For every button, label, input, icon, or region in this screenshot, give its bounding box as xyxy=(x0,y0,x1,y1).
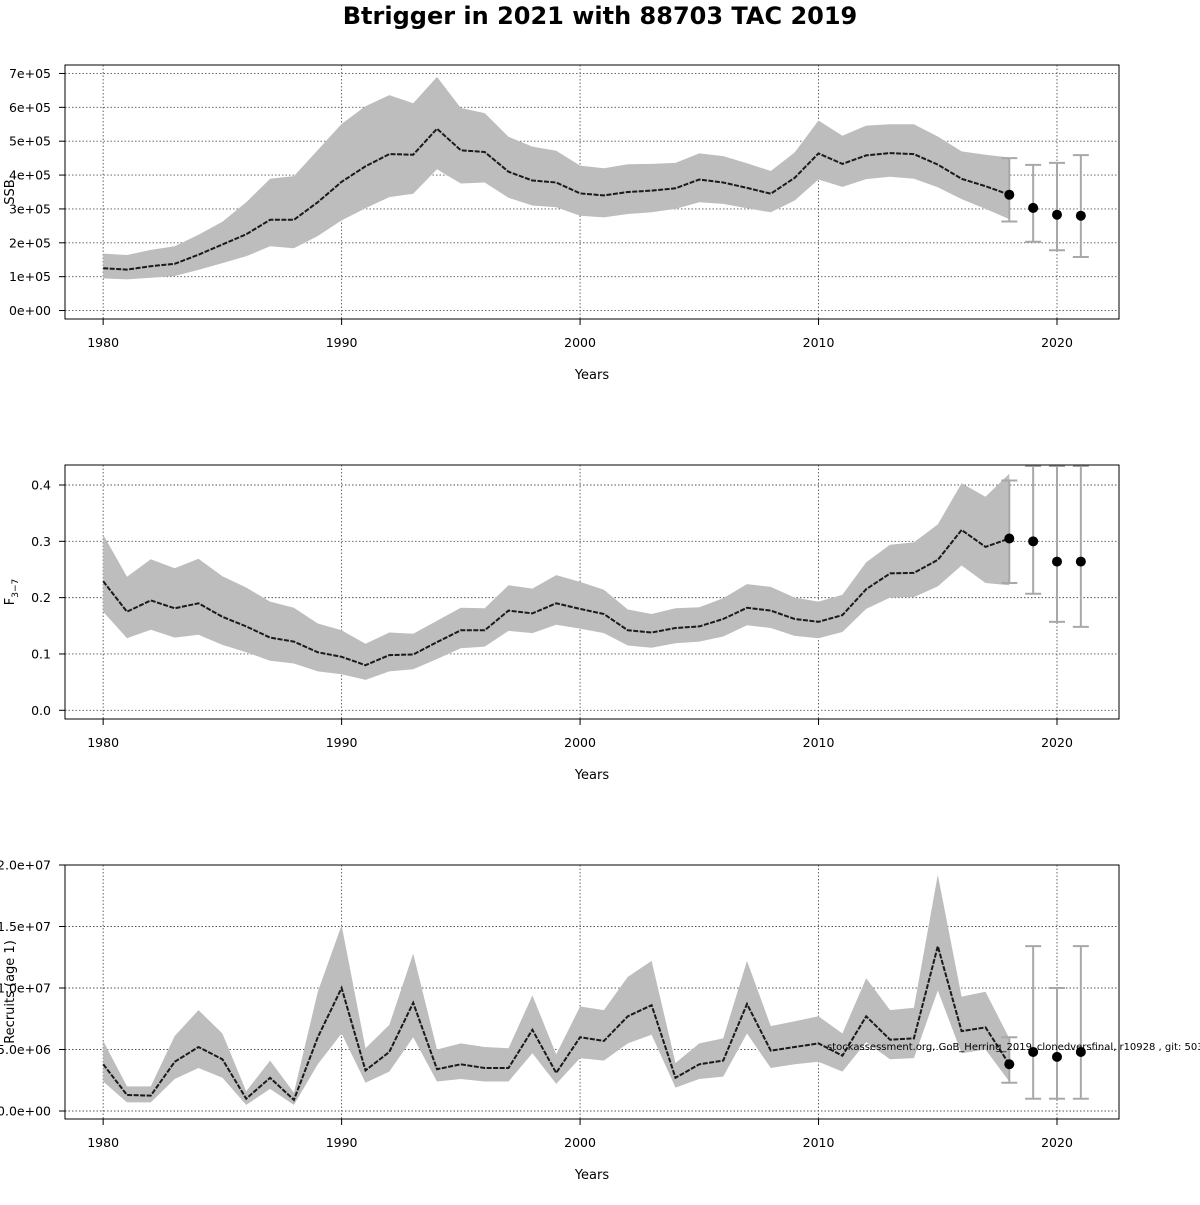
x-tick-label: 2000 xyxy=(564,335,596,350)
x-tick-label: 2020 xyxy=(1041,335,1073,350)
x-tick-label: 1990 xyxy=(326,1135,358,1150)
y-axis-label-text: Recruits (age 1) xyxy=(3,940,18,1044)
projection-point xyxy=(1004,1059,1015,1070)
y-tick-label: 1.5e+07 xyxy=(0,919,51,934)
y-axis-label-text: SSB xyxy=(3,179,18,204)
projection-errorbar xyxy=(1025,465,1042,595)
plot-frame xyxy=(64,864,1120,1120)
footnote: stockassessment.org, GoB_Herring_2019_cl… xyxy=(827,1042,1200,1053)
projection-point xyxy=(1075,210,1086,221)
plot-frame xyxy=(64,64,1120,320)
projection-errorbar xyxy=(1049,161,1065,252)
estimate-line xyxy=(102,942,1011,1102)
y-tick-label: 6e+05 xyxy=(9,100,51,115)
panel-ssb: 1980 1990 2000 2010 2020 0e+00 1e+05 2e+05 3e+05… xyxy=(3,64,1120,383)
x-axis-label: Years xyxy=(574,768,610,783)
x-tick-label: 2000 xyxy=(564,735,596,750)
x-tick-label: 2010 xyxy=(803,1135,835,1150)
confidence-band xyxy=(103,473,1010,680)
y-tick-label: 7e+05 xyxy=(9,66,51,81)
estimate-line xyxy=(102,528,1010,667)
projection-errorbar xyxy=(1072,945,1089,1100)
projection-errorbar xyxy=(1072,154,1089,259)
projection-point xyxy=(1052,209,1062,220)
y-tick-label: 5e+05 xyxy=(9,134,51,149)
confidence-band xyxy=(103,874,1010,1105)
y-tick-label: 0.0e+00 xyxy=(0,1104,51,1119)
y-axis-label-subscript: 3−7 xyxy=(11,579,21,598)
projection-point xyxy=(1052,1051,1062,1062)
y-tick-label: 0.1 xyxy=(31,646,51,661)
projection-point xyxy=(1004,189,1015,200)
y-tick-label: 4e+05 xyxy=(9,168,51,183)
projection-point xyxy=(1028,202,1039,213)
x-tick-label: 2000 xyxy=(564,1135,596,1150)
projection-point xyxy=(1075,1046,1086,1057)
x-tick-label: 1980 xyxy=(87,335,119,350)
y-tick-label: 0.3 xyxy=(31,534,51,549)
y-tick-label: 1.0e+07 xyxy=(0,981,51,996)
chart-title: Btrigger in 2021 with 88703 TAC 2019 xyxy=(343,2,858,30)
projection-point xyxy=(1075,556,1086,567)
y-tick-label: 3e+05 xyxy=(9,201,51,216)
panel-recruitment: 1980 1990 2000 2010 2020 0.0e+00 5.0e+06 1.0e+0… xyxy=(0,858,1120,1183)
y-tick-label: 2e+05 xyxy=(9,235,51,250)
panel-fbar: 1980 1990 2000 2010 2020 0.0 0.1 0.2 0.3 0.4 Years… xyxy=(3,464,1120,783)
x-tick-label: 1990 xyxy=(326,735,358,750)
projection-point xyxy=(1028,536,1039,547)
x-axis-label: Years xyxy=(574,368,610,383)
projection-point xyxy=(1028,1046,1039,1057)
x-tick-label: 2010 xyxy=(803,335,835,350)
x-tick-label: 1990 xyxy=(326,335,358,350)
y-axis-label: F3−7 xyxy=(3,579,21,605)
plot-frame xyxy=(64,464,1120,720)
x-tick-label: 2020 xyxy=(1041,1135,1073,1150)
x-tick-label: 1980 xyxy=(87,735,119,750)
projection-errorbar xyxy=(1025,945,1042,1100)
projection-errorbar xyxy=(1072,465,1089,628)
y-tick-label: 1e+05 xyxy=(9,269,51,284)
projection-point xyxy=(1004,533,1015,544)
confidence-band xyxy=(103,76,1010,280)
projection-errorbar xyxy=(1001,479,1018,584)
y-axis-label: Recruits (age 1) xyxy=(3,940,18,1044)
x-tick-label: 1980 xyxy=(87,1135,119,1150)
projection-point xyxy=(1052,556,1062,567)
y-tick-label: 0e+00 xyxy=(9,303,51,318)
y-tick-label: 0.0 xyxy=(31,703,51,718)
estimate-line xyxy=(103,127,1010,271)
y-tick-label: 5.0e+06 xyxy=(0,1042,51,1057)
y-axis-label: SSB xyxy=(3,179,18,204)
y-axis-label-text: F xyxy=(3,598,18,605)
x-tick-label: 2020 xyxy=(1041,735,1073,750)
y-tick-label: 0.4 xyxy=(31,477,51,492)
projection-errorbar xyxy=(1049,987,1065,1100)
x-tick-label: 2010 xyxy=(803,735,835,750)
y-tick-label: 0.2 xyxy=(31,590,51,605)
x-axis-label: Years xyxy=(574,1168,610,1183)
projection-errorbar xyxy=(1049,465,1065,623)
y-tick-label: 2.0e+07 xyxy=(0,858,51,873)
